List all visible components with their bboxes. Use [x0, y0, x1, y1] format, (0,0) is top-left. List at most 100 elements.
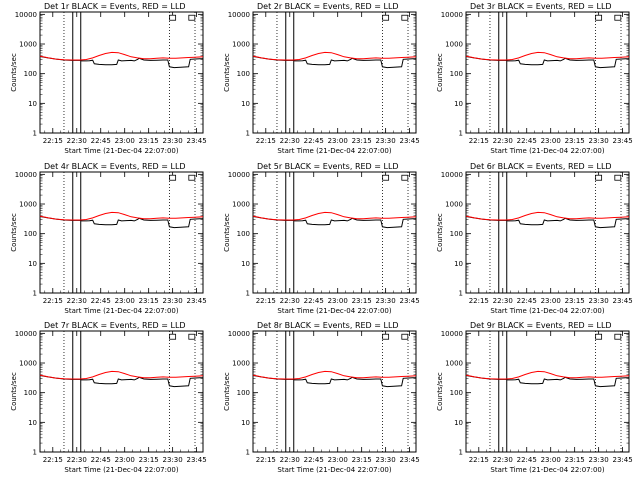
plot-frame	[252, 171, 417, 294]
y-tick-label: 1000	[445, 201, 463, 209]
x-tick-label: 23:45	[400, 137, 420, 145]
y-tick-label: 1	[246, 290, 250, 298]
x-axis-label: Start Time (21-Dec-04 22:07:00)	[277, 147, 391, 155]
marker	[188, 333, 196, 340]
y-tick-label: 1000	[232, 360, 250, 368]
x-axis-label: Start Time (21-Dec-04 22:07:00)	[277, 466, 391, 474]
x-tick-label: 23:00	[541, 297, 561, 305]
plot-frame	[252, 11, 417, 134]
lld-series	[39, 370, 204, 380]
y-axis-label: Counts/sec	[436, 213, 444, 252]
x-tick-label: 22:15	[469, 137, 489, 145]
x-tick-label: 23:45	[613, 456, 633, 464]
x-tick-label: 23:45	[400, 456, 420, 464]
lld-series	[465, 370, 630, 380]
x-tick-label: 22:45	[91, 297, 111, 305]
marker	[382, 333, 390, 340]
x-tick-label: 22:15	[469, 297, 489, 305]
marker	[614, 14, 622, 21]
panel-2: Det 2r BLACK = Events, RED = LLD 1 10 100 10…	[223, 2, 420, 155]
plot-frame	[465, 171, 630, 294]
marker	[595, 174, 603, 181]
x-axis-label: Start Time (21-Dec-04 22:07:00)	[64, 307, 178, 315]
x-tick-label: 23:45	[613, 297, 633, 305]
y-axis-label: Counts/sec	[223, 213, 231, 252]
y-tick-label: 100	[237, 230, 250, 238]
events-series	[465, 216, 629, 229]
y-tick-label: 10	[241, 260, 250, 268]
y-tick-label: 10	[454, 260, 463, 268]
panel-5: Det 5r BLACK = Events, RED = LLD 1 10 100 10…	[223, 162, 420, 315]
x-axis-label: Start Time (21-Dec-04 22:07:00)	[490, 307, 604, 315]
x-tick-label: 22:45	[304, 297, 324, 305]
x-tick-label: 22:45	[304, 137, 324, 145]
plot-frame	[465, 11, 630, 134]
x-tick-label: 23:15	[352, 297, 372, 305]
y-tick-label: 10	[241, 100, 250, 108]
x-tick-label: 22:45	[304, 456, 324, 464]
x-tick-label: 23:45	[187, 297, 207, 305]
lld-series	[252, 211, 417, 221]
events-series	[39, 56, 203, 69]
x-tick-label: 22:45	[517, 137, 537, 145]
panel-title: Det 6r BLACK = Events, RED = LLD	[470, 162, 612, 171]
y-tick-label: 1000	[445, 360, 463, 368]
x-tick-label: 23:45	[613, 137, 633, 145]
plot-frame	[252, 330, 417, 453]
x-tick-label: 22:30	[67, 456, 87, 464]
y-tick-label: 100	[450, 70, 463, 78]
x-tick-label: 22:45	[91, 137, 111, 145]
plot-frame	[39, 11, 204, 134]
x-tick-label: 23:45	[187, 456, 207, 464]
marker	[382, 14, 390, 21]
y-axis-label: Counts/sec	[10, 372, 18, 411]
y-tick-label: 100	[24, 389, 37, 397]
events-series	[465, 375, 629, 388]
y-tick-label: 10000	[228, 171, 250, 179]
panel-7: Det 7r BLACK = Events, RED = LLD 1 10 100 10…	[10, 321, 207, 474]
y-tick-label: 1	[246, 449, 250, 457]
marker	[401, 333, 409, 340]
x-tick-label: 23:15	[352, 456, 372, 464]
x-tick-label: 23:15	[139, 297, 159, 305]
x-axis-label: Start Time (21-Dec-04 22:07:00)	[64, 466, 178, 474]
y-tick-label: 10	[28, 100, 37, 108]
y-tick-label: 1	[33, 449, 37, 457]
marker	[382, 174, 390, 181]
lld-series	[465, 211, 630, 221]
panel-title: Det 8r BLACK = Events, RED = LLD	[257, 321, 399, 330]
y-tick-label: 100	[450, 230, 463, 238]
x-tick-label: 22:30	[493, 137, 513, 145]
y-tick-label: 10000	[15, 171, 37, 179]
x-tick-label: 22:30	[280, 456, 300, 464]
x-tick-label: 23:00	[541, 456, 561, 464]
lld-series	[39, 211, 204, 221]
x-tick-label: 23:15	[565, 137, 585, 145]
x-tick-label: 22:45	[517, 456, 537, 464]
y-tick-label: 10	[241, 419, 250, 427]
events-series	[39, 375, 203, 388]
y-tick-label: 1	[459, 130, 463, 138]
y-tick-label: 10000	[15, 330, 37, 338]
x-tick-label: 22:15	[43, 456, 63, 464]
x-tick-label: 23:30	[163, 137, 183, 145]
panel-title: Det 4r BLACK = Events, RED = LLD	[44, 162, 186, 171]
events-series	[252, 216, 416, 229]
x-tick-label: 23:30	[163, 456, 183, 464]
panel-title: Det 3r BLACK = Events, RED = LLD	[470, 2, 612, 11]
x-axis-label: Start Time (21-Dec-04 22:07:00)	[277, 307, 391, 315]
x-tick-label: 22:30	[67, 137, 87, 145]
x-tick-label: 22:15	[256, 456, 276, 464]
y-tick-label: 10	[28, 260, 37, 268]
x-tick-label: 23:30	[376, 297, 396, 305]
x-tick-label: 22:30	[67, 297, 87, 305]
x-tick-label: 23:30	[589, 137, 609, 145]
x-tick-label: 23:00	[115, 297, 135, 305]
events-series	[252, 56, 416, 69]
panel-9: Det 9r BLACK = Events, RED = LLD 1 10 100 10…	[436, 321, 633, 474]
x-tick-label: 23:15	[139, 137, 159, 145]
marker	[614, 333, 622, 340]
x-tick-label: 23:00	[541, 137, 561, 145]
panel-title: Det 5r BLACK = Events, RED = LLD	[257, 162, 399, 171]
